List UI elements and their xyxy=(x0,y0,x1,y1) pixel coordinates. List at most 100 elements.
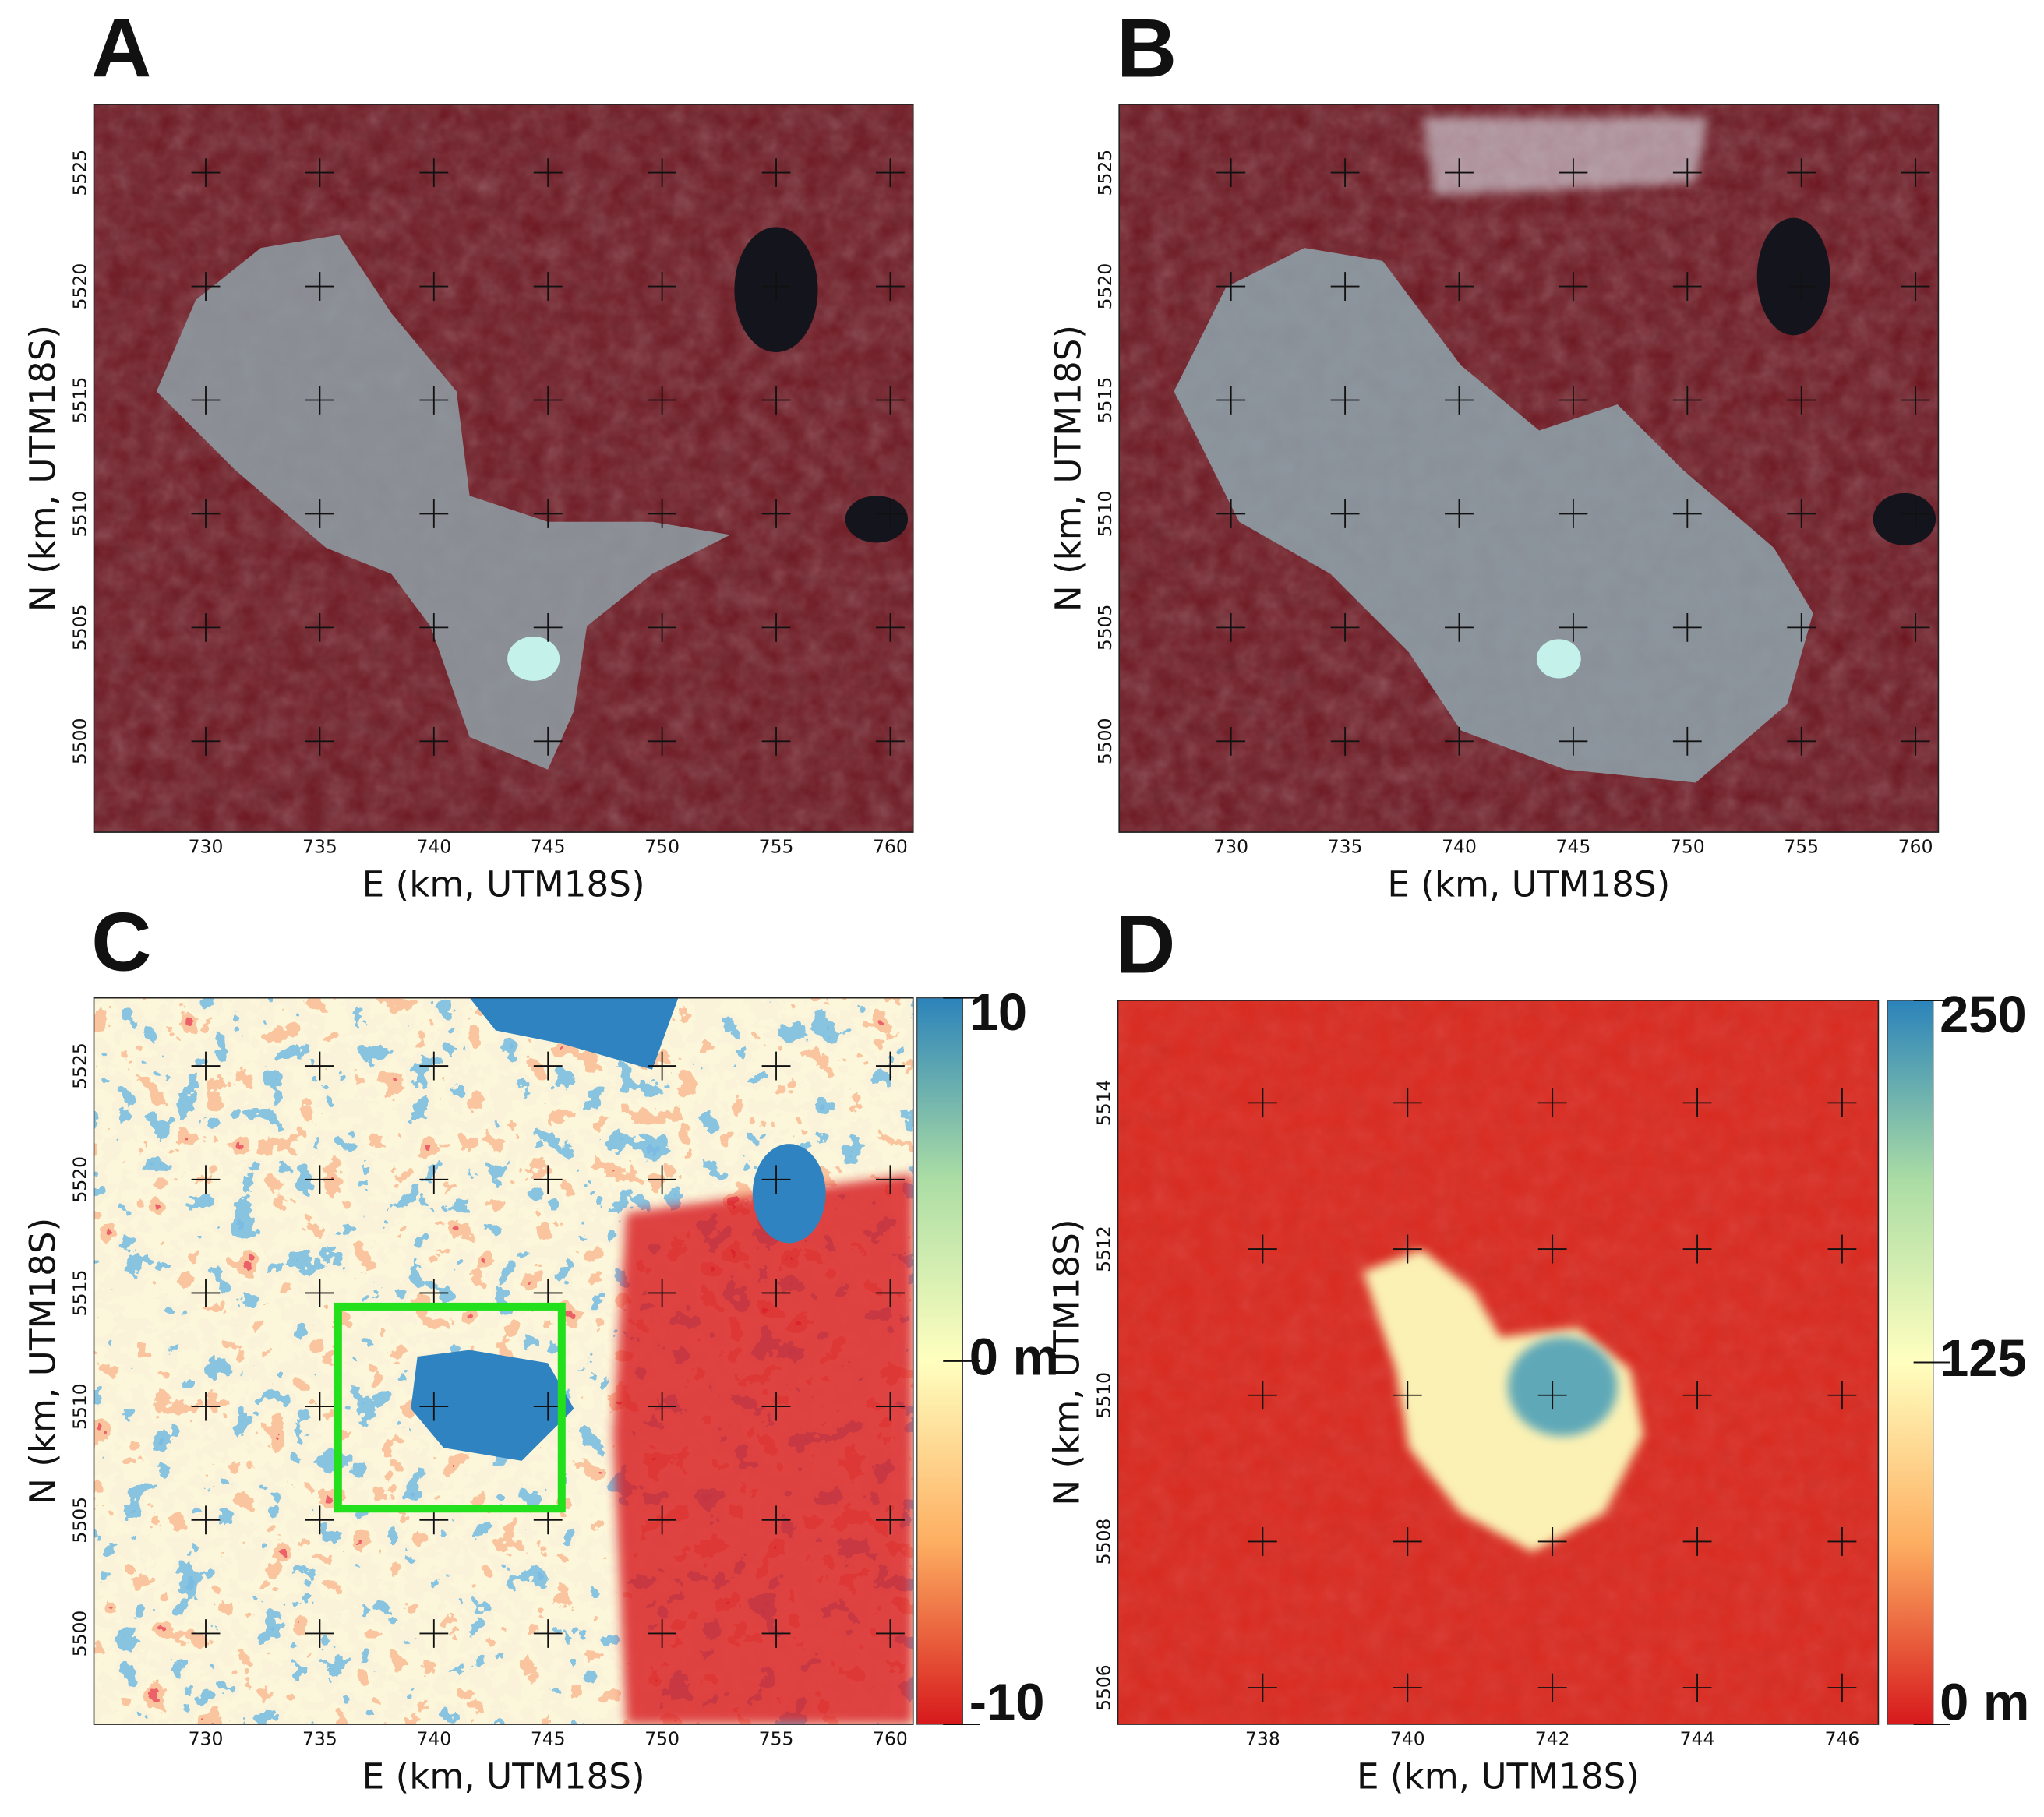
colorbar-label: 125 xyxy=(1940,1329,2027,1388)
grid-cross xyxy=(648,158,677,188)
grid-cross xyxy=(419,612,449,642)
grid-cross xyxy=(1216,612,1246,642)
grid-cross xyxy=(1559,386,1588,415)
grid-cross xyxy=(648,1619,677,1648)
y-tick-label: 5500 xyxy=(69,1611,90,1657)
grid-cross xyxy=(419,386,449,415)
grid-cross xyxy=(876,726,905,756)
grid-cross xyxy=(1216,386,1246,415)
grid-cross xyxy=(419,499,449,528)
grid-cross xyxy=(648,1392,677,1421)
image-b xyxy=(1119,104,1939,833)
grid-cross xyxy=(1559,158,1588,188)
cloud xyxy=(1421,117,1709,196)
x-axis-title: E (km, UTM18S) xyxy=(1357,1755,1640,1797)
grid-cross xyxy=(1672,158,1702,188)
grid-cross xyxy=(1672,612,1702,642)
grid-cross xyxy=(648,1505,677,1535)
grid-cross xyxy=(1537,1381,1567,1410)
y-tick-label: 5510 xyxy=(69,1383,90,1430)
grid-cross xyxy=(191,1505,221,1535)
grid-cross xyxy=(533,1165,563,1194)
x-tick-label: 740 xyxy=(416,1728,451,1750)
grid-cross xyxy=(648,726,677,756)
x-tick-label: 744 xyxy=(1680,1728,1715,1750)
grid-cross xyxy=(648,1279,677,1307)
grid-cross xyxy=(1445,499,1474,528)
grid-cross xyxy=(648,386,677,415)
deposit xyxy=(1363,1249,1644,1553)
y-tick-label: 5500 xyxy=(69,718,90,765)
highlight-box xyxy=(334,1302,566,1513)
grid-cross xyxy=(1787,612,1816,642)
x-tick-label: 738 xyxy=(1245,1728,1280,1750)
grid-cross xyxy=(1445,612,1474,642)
grid-cross xyxy=(876,499,905,528)
x-tick-label: 742 xyxy=(1535,1728,1570,1750)
grid-cross xyxy=(761,1619,791,1648)
x-tick-label: 746 xyxy=(1825,1728,1860,1750)
grid-cross xyxy=(761,1279,791,1307)
grid-cross xyxy=(419,726,449,756)
positive-region xyxy=(469,997,679,1070)
grid-cross xyxy=(533,1279,563,1307)
axes-frame xyxy=(1117,1000,1880,1725)
grid-cross xyxy=(876,1051,905,1081)
grid-cross xyxy=(191,1619,221,1648)
grid-cross xyxy=(1901,726,1930,756)
y-tick-label: 5505 xyxy=(1094,605,1116,651)
crater-lake xyxy=(1536,639,1581,679)
volcanic-deposit xyxy=(1174,248,1813,783)
grid-cross xyxy=(533,272,563,301)
grid-cross xyxy=(1559,272,1588,301)
image-d xyxy=(1117,1000,1879,1725)
x-tick-label: 735 xyxy=(302,836,337,858)
grid-cross xyxy=(1445,726,1474,756)
x-tick-label: 750 xyxy=(1670,836,1705,858)
grid-cross xyxy=(419,1051,449,1081)
x-tick-label: 730 xyxy=(189,1728,224,1750)
y-tick-label: 5500 xyxy=(1094,718,1116,765)
y-tick-label: 5515 xyxy=(69,1270,90,1317)
grid-cross xyxy=(1672,499,1702,528)
y-axis-title: N (km, UTM18S) xyxy=(1047,325,1089,612)
grid-cross xyxy=(761,386,791,415)
y-axis-title: N (km, UTM18S) xyxy=(1047,1219,1088,1505)
x-tick-label: 750 xyxy=(644,1728,680,1750)
x-tick-label: 740 xyxy=(416,836,451,858)
colorbar-label: 0 m xyxy=(969,1328,1059,1387)
x-tick-label: 730 xyxy=(189,836,224,858)
grid-cross xyxy=(419,1165,449,1194)
grid-cross xyxy=(1787,272,1816,301)
grid-cross xyxy=(1248,1673,1277,1702)
grid-cross xyxy=(1393,1234,1422,1264)
grid-cross xyxy=(305,612,334,642)
grid-cross xyxy=(648,612,677,642)
grid-cross xyxy=(533,1051,563,1081)
grid-cross xyxy=(1216,726,1246,756)
grid-cross xyxy=(1682,1088,1712,1117)
y-axis-title: N (km, UTM18S) xyxy=(23,325,64,612)
grid-cross xyxy=(1787,158,1816,188)
x-tick-label: 745 xyxy=(531,1728,566,1750)
x-tick-label: 750 xyxy=(644,836,680,858)
y-tick-label: 5520 xyxy=(1094,263,1116,310)
grid-cross xyxy=(1330,386,1360,415)
panel-label: B xyxy=(1117,2,1177,95)
grid-cross xyxy=(1393,1088,1422,1117)
lake xyxy=(1873,492,1936,545)
grid-cross xyxy=(1672,386,1702,415)
grid-cross xyxy=(305,386,334,415)
grid-cross xyxy=(305,1619,334,1648)
grid-cross xyxy=(1330,272,1360,301)
grid-cross xyxy=(1248,1381,1277,1410)
grid-cross xyxy=(1445,158,1474,188)
grid-cross xyxy=(191,1165,221,1194)
grid-cross xyxy=(419,1392,449,1421)
grid-cross xyxy=(1682,1673,1712,1702)
grid-cross xyxy=(1445,272,1474,301)
x-tick-label: 755 xyxy=(759,1728,794,1750)
grid-cross xyxy=(533,612,563,642)
